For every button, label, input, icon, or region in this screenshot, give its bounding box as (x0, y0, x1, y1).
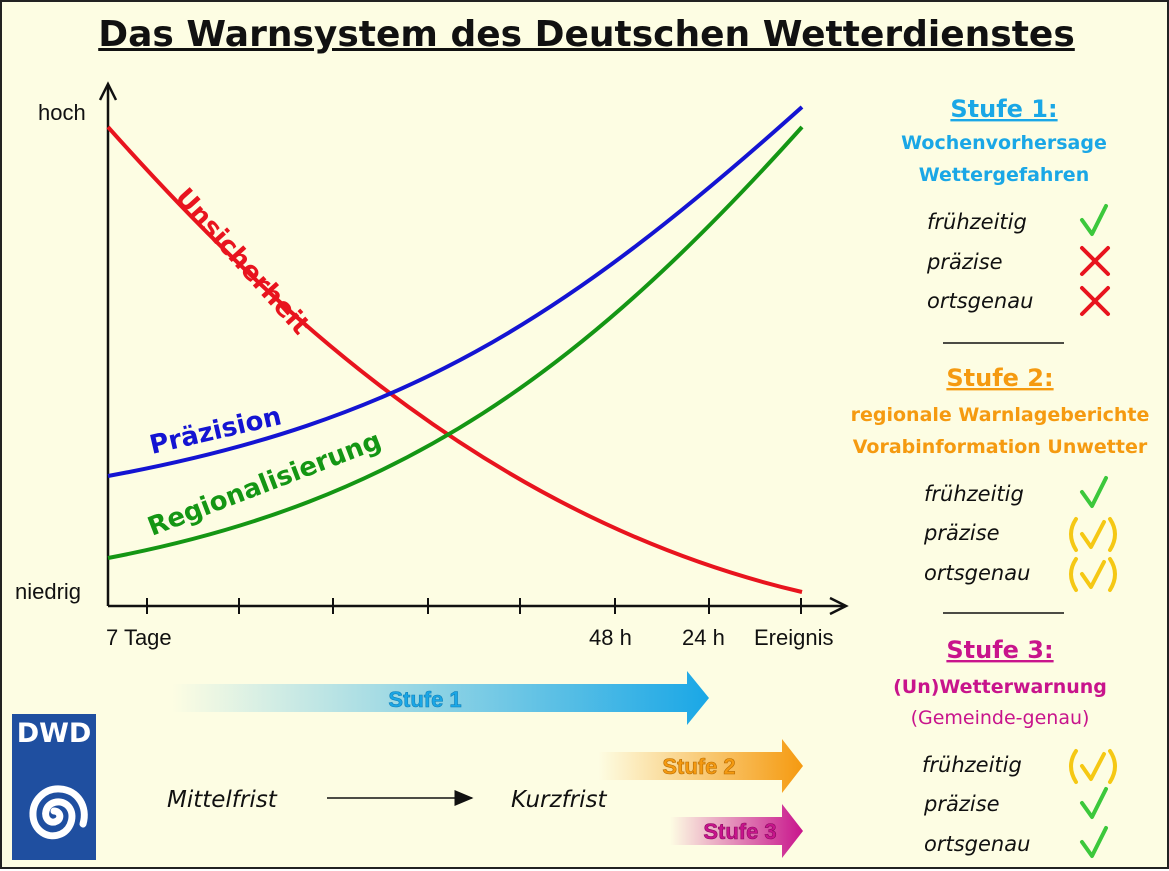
stage-1-local-cross-icon (1080, 286, 1110, 316)
dwd-logo-text: DWD (16, 718, 92, 749)
stage-3-precise-check-icon (1080, 787, 1108, 819)
y-axis-low-label: niedrig (15, 579, 81, 604)
stage-3-arrow-label: Stufe 3 (703, 819, 776, 844)
stage-2-arrow-label: Stufe 2 (662, 754, 735, 779)
x-tick-label-24h: 24 h (682, 625, 725, 650)
stage-3-subtitle-line-1: (Un)Wetterwarnung (893, 676, 1107, 698)
stage-1-precise-cross-icon (1080, 246, 1110, 276)
stage-1-arrow: Stufe 1 (172, 671, 709, 725)
stage-1-arrow-label: Stufe 1 (388, 687, 461, 712)
stage-3-subtitle-line-2: (Gemeinde-genau) (911, 707, 1090, 729)
x-axis-arrowhead (829, 596, 849, 616)
stage-2-panel: Stufe 2: regionale Warnlageberichte Vora… (851, 364, 1150, 592)
stage-3-local-check-icon (1080, 826, 1108, 858)
stage-3-arrow: Stufe 3 (670, 804, 803, 858)
stage-1-criterion-precise: präzise (926, 250, 1003, 274)
dwd-logo: DWD (12, 714, 96, 860)
y-axis-arrowhead (98, 81, 118, 101)
stage-1-early-check-icon (1080, 204, 1108, 236)
stage-2-subtitle-line-1: regionale Warnlageberichte (851, 404, 1150, 426)
x-axis-ticks (146, 598, 802, 614)
stage-2-subtitle-line-2: Vorabinformation Unwetter (853, 436, 1148, 458)
stage-3-criterion-precise: präzise (923, 792, 1000, 816)
x-tick-label-48h: 48 h (589, 625, 632, 650)
stage-3-panel: Stufe 3: (Un)Wetterwarnung (Gemeinde-gen… (893, 636, 1117, 858)
y-axis-high-label: hoch (38, 100, 86, 125)
x-tick-label-event: Ereignis (754, 625, 833, 650)
stage-3-title: Stufe 3: (946, 636, 1053, 664)
uncertainty-curve (106, 125, 803, 594)
stage-1-criterion-local: ortsgenau (927, 289, 1033, 313)
stage-1-title: Stufe 1: (950, 95, 1057, 123)
short-range-label: Kurzfrist (511, 787, 607, 813)
x-tick-label-7-days: 7 Tage (106, 625, 172, 650)
precision-curve (107, 105, 804, 478)
medium-range-label: Mittelfrist (167, 787, 278, 813)
stage-3-criterion-local: ortsgenau (924, 832, 1030, 856)
stage-2-criterion-local: ortsgenau (924, 561, 1030, 585)
spiral-icon (29, 785, 88, 840)
stage-2-title: Stufe 2: (946, 364, 1053, 392)
stage-1-subtitle-line-2: Wettergefahren (919, 164, 1089, 186)
stage-3-early-partial-check-icon (1069, 749, 1117, 784)
stage-3-criterion-early: frühzeitig (922, 753, 1022, 777)
regionalization-curve (107, 125, 804, 560)
stage-1-subtitle-line-1: Wochenvorhersage (901, 132, 1107, 154)
stage-2-arrow: Stufe 2 (598, 739, 803, 793)
stage-2-early-check-icon (1080, 476, 1108, 508)
stage-2-precise-partial-check-icon (1069, 517, 1117, 552)
page-title: Das Warnsystem des Deutschen Wetterdiens… (98, 14, 1075, 55)
stage-1-panel: Stufe 1: Wochenvorhersage Wettergefahren… (901, 95, 1110, 316)
stage-1-criterion-early: frühzeitig (927, 210, 1027, 234)
stage-2-criterion-early: frühzeitig (924, 482, 1024, 506)
stage-2-local-partial-check-icon (1069, 557, 1117, 592)
uncertainty-curve-label: Unsicherheit (169, 183, 316, 341)
stage-2-criterion-precise: präzise (923, 521, 1000, 545)
